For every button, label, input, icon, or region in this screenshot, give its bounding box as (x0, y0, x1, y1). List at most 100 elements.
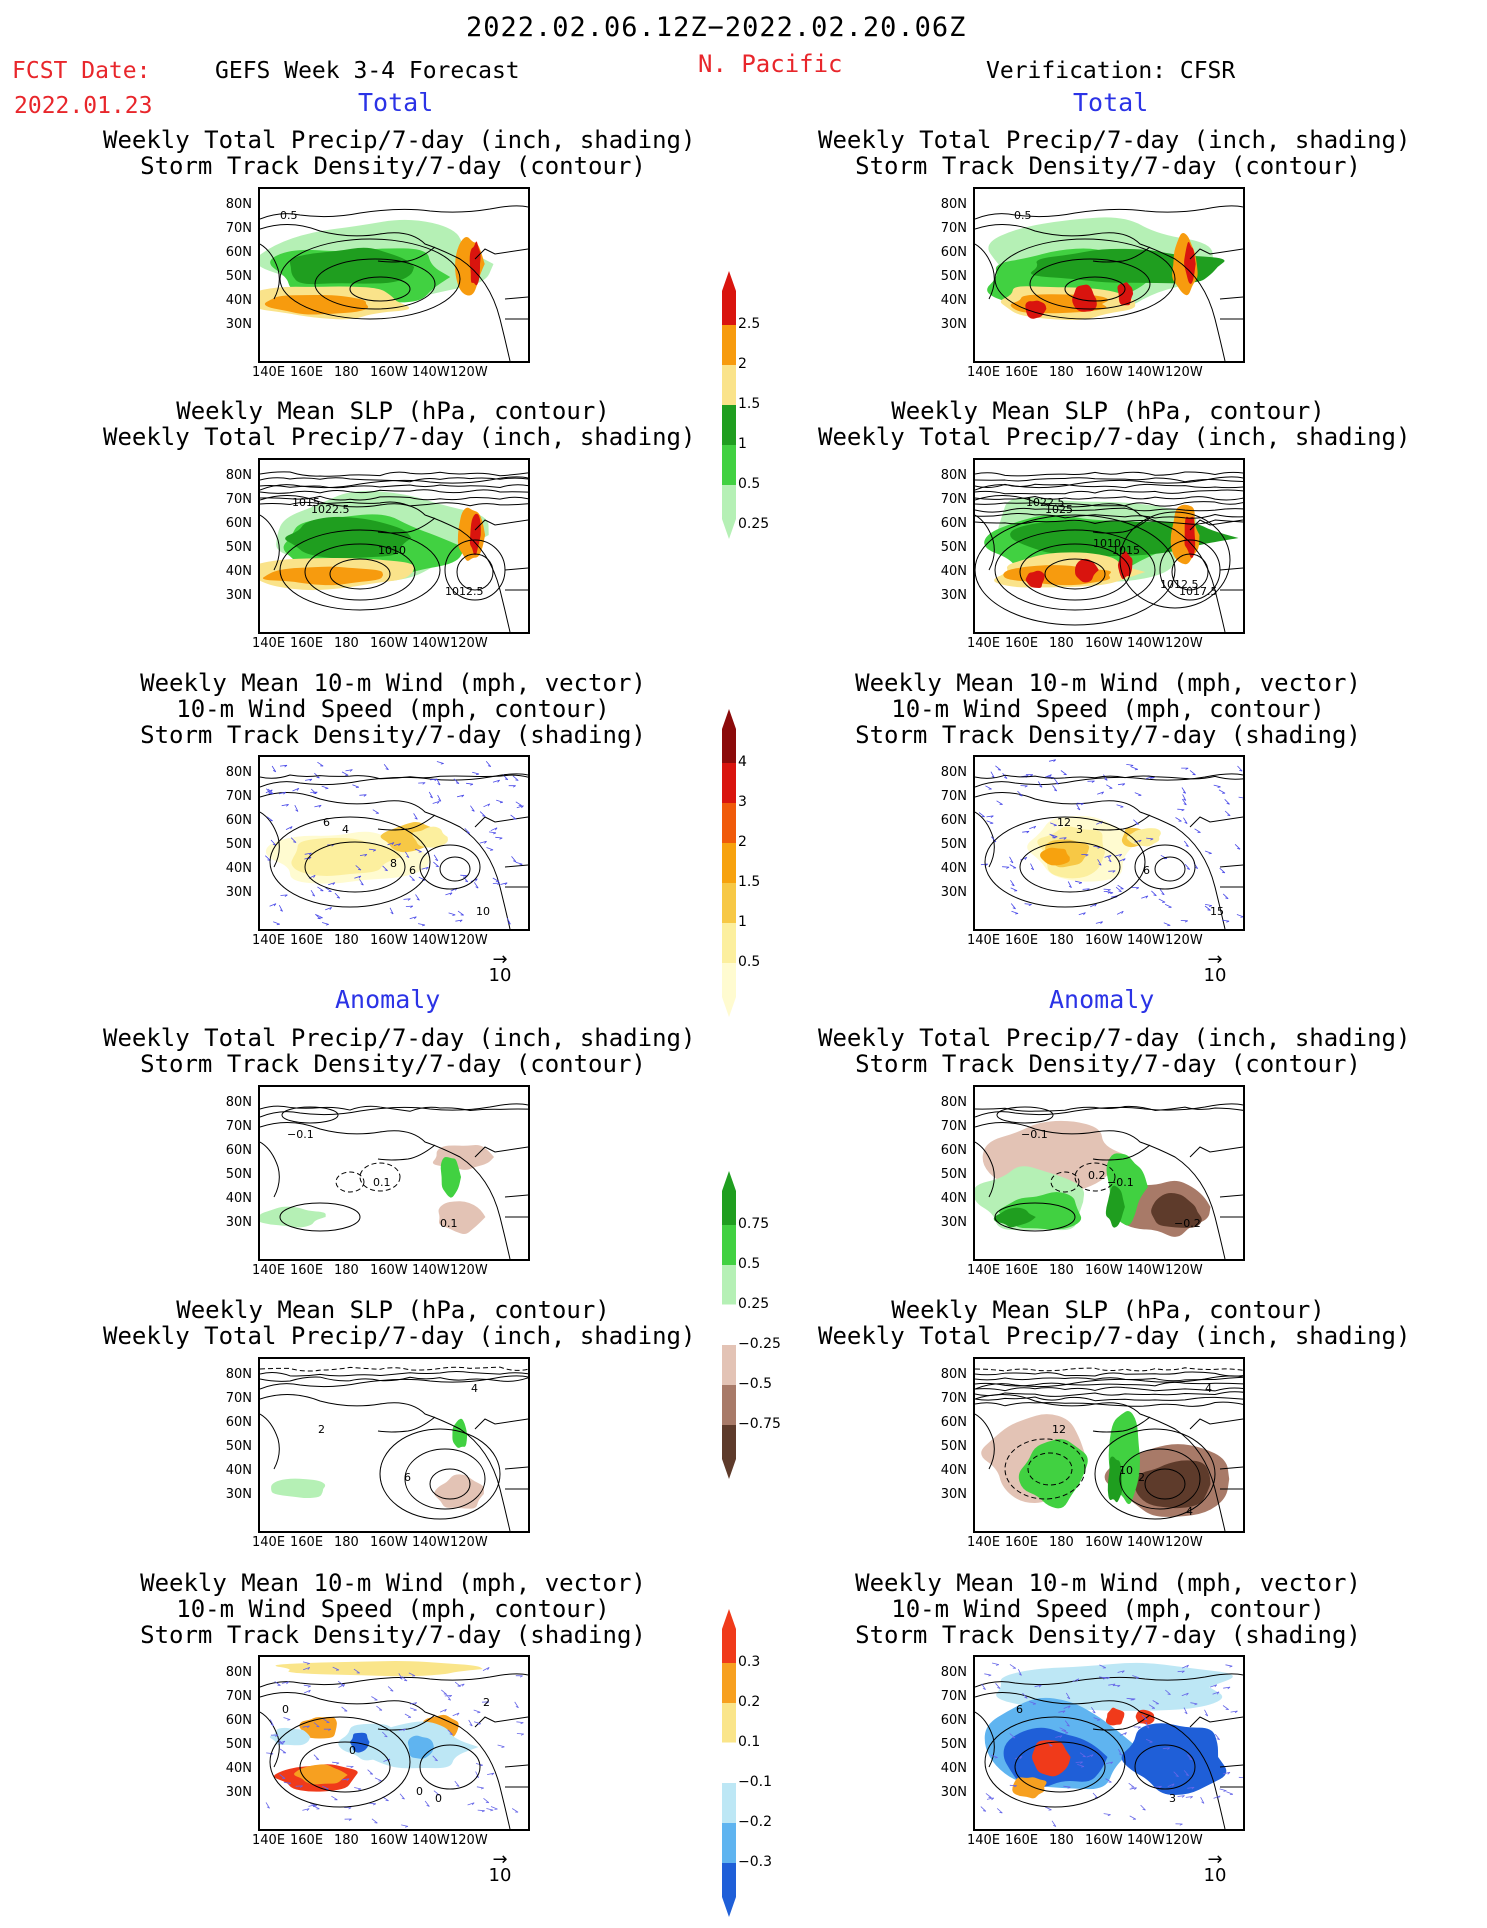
contour-line (1134, 1744, 1196, 1790)
lat-tick-label: 80N (940, 197, 967, 212)
wind-vector (436, 778, 441, 786)
wind-vector (303, 1689, 311, 1694)
coastline (1219, 296, 1243, 320)
lat-tick-label: 40N (225, 1463, 252, 1478)
contour-line (329, 558, 391, 590)
contour-line (1171, 553, 1209, 591)
panel-title-line: Storm Track Density/7-day (contour) (140, 152, 646, 180)
lat-tick-label: 30N (225, 1785, 252, 1800)
wind-vector (266, 816, 273, 822)
contour-label: 0 (282, 1703, 289, 1716)
lon-tick-label: 160E (1005, 636, 1039, 651)
wind-vector (1075, 1761, 1083, 1764)
wind-vector (1210, 1684, 1218, 1688)
wind-vector (457, 1683, 465, 1687)
wind-vector (334, 892, 341, 899)
coastline (1219, 864, 1243, 888)
wind-vector (1177, 1670, 1185, 1674)
coastline (1092, 246, 1151, 263)
wind-vector (978, 812, 985, 818)
lat-tick-label: 70N (225, 1689, 252, 1704)
wind-vector (1182, 794, 1187, 801)
contour-line (975, 1105, 1243, 1112)
coastline (260, 476, 528, 491)
wind-vector (1159, 889, 1165, 896)
panel-title-line: 10-m Wind Speed (mph, contour) (176, 1595, 610, 1623)
wind-vector (1213, 1795, 1221, 1799)
wind-vector (1129, 1815, 1137, 1820)
wind-vector (473, 1721, 481, 1725)
lon-tick-label: 140E (252, 1833, 286, 1848)
contour-line (1074, 1162, 1116, 1192)
lon-tick-label: 140W (1127, 933, 1165, 948)
coastline (260, 1673, 528, 1688)
wind-vector (398, 1673, 403, 1680)
coastline (474, 816, 528, 828)
wind-vector (486, 847, 494, 851)
colorbar-label: 2 (738, 356, 747, 372)
coastline (474, 1716, 528, 1728)
panel-title-line: Storm Track Density/7-day (shading) (855, 1621, 1361, 1649)
wind-vector (1106, 784, 1113, 789)
wind-vector (453, 778, 460, 784)
contour-label: 0.5 (1014, 209, 1032, 222)
wind-vector (1222, 919, 1230, 923)
lon-tick-label: 140W (412, 365, 450, 380)
wind-vector (1185, 1796, 1193, 1799)
panel-title-line: Weekly Total Precip/7-day (inch, shading… (103, 126, 696, 154)
wind-vector (488, 831, 497, 835)
wind-vector (1009, 864, 1017, 869)
vector-reference-arrow: → (492, 949, 508, 970)
wind-vector (323, 1728, 332, 1731)
coastline (975, 1375, 1243, 1390)
wind-vector (265, 789, 273, 794)
coastline (260, 1122, 511, 1259)
panel-title-line: Storm Track Density/7-day (contour) (140, 1050, 646, 1078)
wind-vector (270, 1734, 279, 1737)
panel-title-line: Storm Track Density/7-day (shading) (140, 721, 646, 749)
wind-vector (510, 814, 517, 820)
colorbar-label: 0.5 (738, 1256, 761, 1272)
contour-line (456, 553, 494, 591)
wind-vector (1029, 825, 1037, 830)
lat-tick-label: 50N (940, 1439, 967, 1454)
wind-vector (1103, 1813, 1111, 1817)
contour-line (1029, 258, 1151, 310)
contour-label: 1017.5 (1179, 585, 1218, 598)
shading-region (294, 1764, 348, 1785)
wind-vector (1025, 774, 1034, 777)
lat-tick-label: 60N (940, 813, 967, 828)
lon-tick-label: 140E (252, 933, 286, 948)
wind-vector (376, 1705, 383, 1711)
coastline (975, 243, 995, 300)
wind-vector (1051, 1820, 1057, 1827)
contour-label: 4 (471, 1382, 478, 1395)
wind-vector (352, 784, 360, 788)
wind-vector (452, 1712, 460, 1717)
wind-vector (414, 848, 422, 853)
map-panel: 2 4 12 10 4 (973, 1357, 1245, 1533)
wind-vector (486, 1808, 494, 1812)
lat-tick-label: 50N (940, 1167, 967, 1182)
contour-line (1119, 511, 1231, 609)
panel-title-line: Weekly Total Precip/7-day (inch, shading… (818, 1322, 1411, 1350)
wind-vector (473, 882, 479, 889)
coastline (975, 1141, 995, 1198)
lat-tick-label: 40N (940, 1191, 967, 1206)
lat-tick-label: 60N (225, 245, 252, 260)
wind-vector (266, 1752, 274, 1756)
wind-vector (1204, 850, 1212, 855)
contour-line (975, 514, 1176, 626)
wind-vector (481, 1701, 490, 1704)
lon-tick-label: 160E (1005, 1833, 1039, 1848)
wind-vector (1175, 817, 1182, 822)
wind-vector (1044, 774, 1052, 778)
shading-region (289, 247, 415, 285)
vector-reference-value: 10 (488, 965, 512, 986)
contour-label: 12 (1057, 816, 1071, 829)
colorbar-label: 1.5 (738, 396, 761, 412)
wind-vector (418, 782, 426, 785)
lat-tick-label: 30N (225, 1487, 252, 1502)
wind-vector (1177, 1795, 1185, 1798)
wind-vector (473, 1709, 481, 1714)
